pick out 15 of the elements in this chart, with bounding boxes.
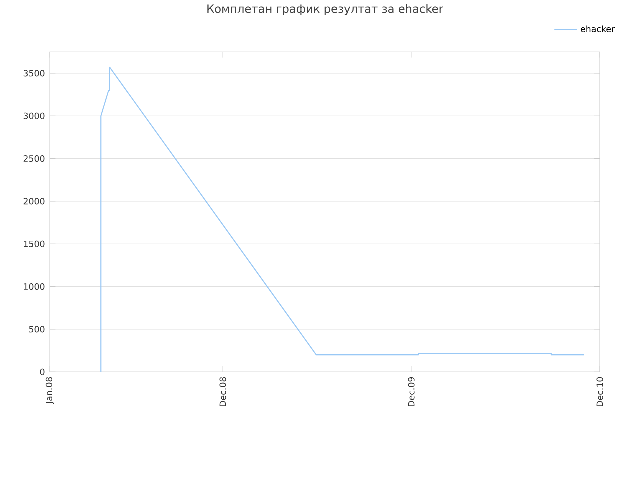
y-tick-label: 2000 <box>24 198 45 205</box>
x-tick-label: Dec.08 <box>220 377 226 406</box>
x-tick-label: Dec.09 <box>408 377 415 406</box>
chart-title: Комплетан график резултат за ehacker <box>208 4 444 16</box>
y-tick-label: 3000 <box>24 112 45 120</box>
y-tick-label: 3500 <box>24 70 45 77</box>
y-tick-label: 1500 <box>24 240 45 248</box>
y-tick-label: 2500 <box>24 155 45 162</box>
x-tick-label: Jan.08 <box>46 377 54 404</box>
x-tick-label: Dec.10 <box>596 377 604 406</box>
y-tick-label: 0 <box>40 368 45 376</box>
line-series <box>100 66 586 372</box>
y-tick-label: 1000 <box>24 283 45 290</box>
legend-label: ehacker <box>581 26 616 32</box>
y-tick-label: 500 <box>29 326 45 333</box>
